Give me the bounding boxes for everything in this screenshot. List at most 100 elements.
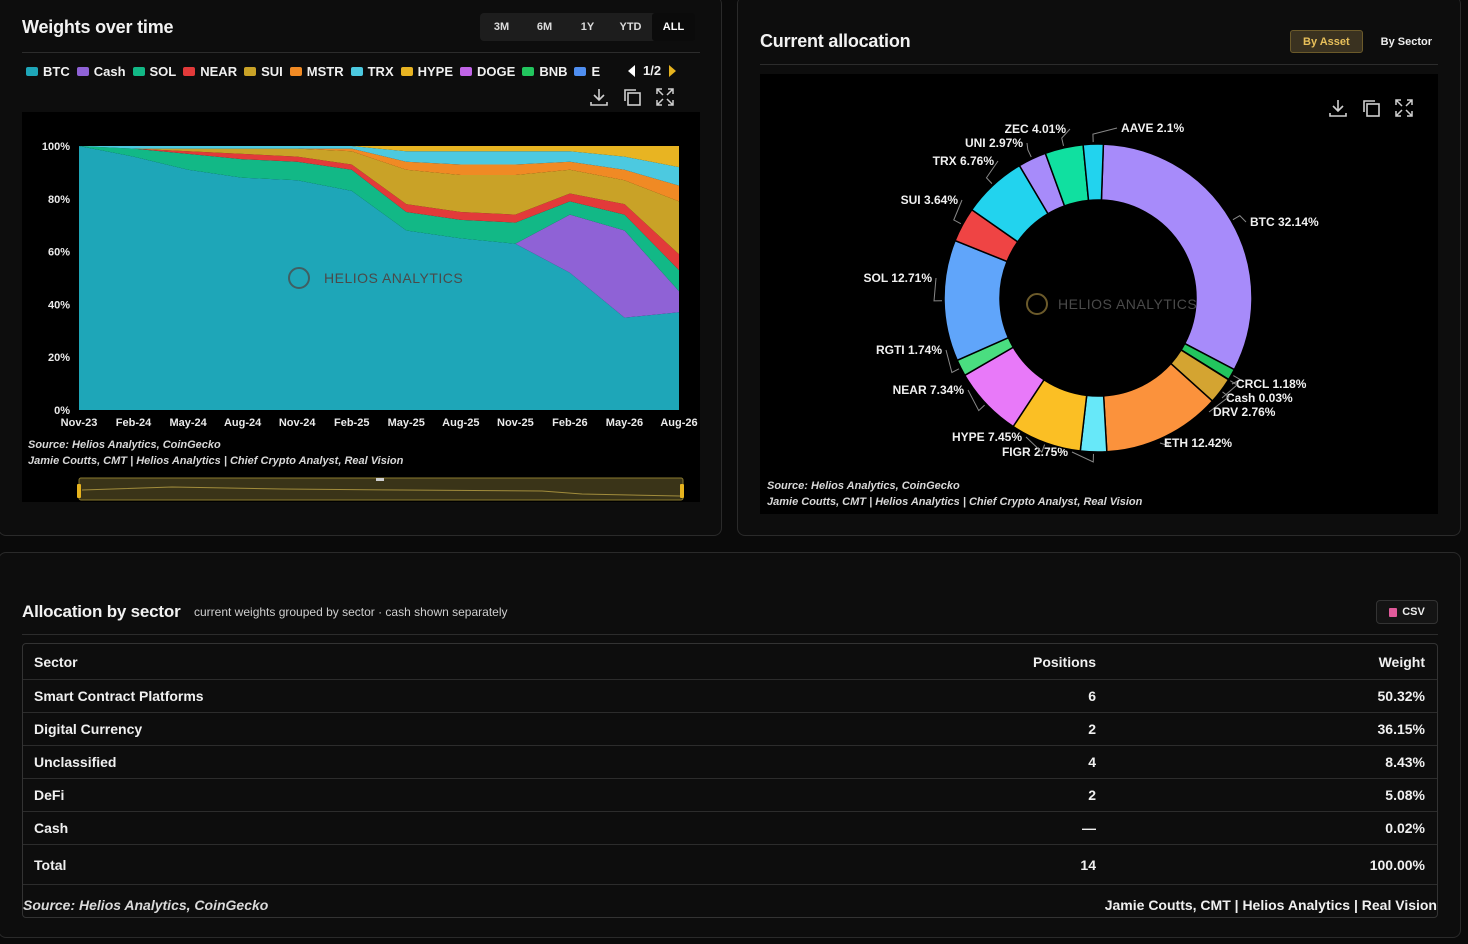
download-icon[interactable] bbox=[588, 86, 610, 108]
area-series-mstr[interactable] bbox=[79, 146, 679, 202]
legend-item-btc[interactable]: BTC bbox=[26, 64, 70, 79]
y-tick-label: 100% bbox=[42, 141, 70, 153]
column-header-positions[interactable]: Positions bbox=[1032, 653, 1096, 670]
range-selector: 3M 6M 1Y YTD ALL bbox=[480, 13, 695, 41]
cell-sector: DeFi bbox=[34, 787, 65, 803]
slice-label-crcl: CRCL 1.18% bbox=[1236, 377, 1307, 391]
leader-line bbox=[1061, 128, 1071, 146]
slider-handle-left[interactable] bbox=[77, 484, 81, 498]
divider bbox=[22, 52, 700, 53]
legend-label: DOGE bbox=[477, 64, 516, 79]
legend-item-sui[interactable]: SUI bbox=[244, 64, 283, 79]
weights-credit: Jamie Coutts, CMT | Helios Analytics | C… bbox=[28, 455, 404, 467]
legend-item-e[interactable]: E bbox=[574, 64, 600, 79]
donut-slice-aave[interactable] bbox=[1082, 143, 1105, 202]
by-sector-button[interactable]: By Sector bbox=[1380, 35, 1433, 48]
legend-swatch bbox=[460, 67, 473, 76]
x-tick-label: Nov-25 bbox=[497, 417, 534, 429]
fullscreen-icon[interactable] bbox=[654, 86, 676, 108]
watermark-logo-icon bbox=[1026, 293, 1048, 315]
slice-label-cash: Cash 0.03% bbox=[1226, 391, 1293, 405]
area-series-trx[interactable] bbox=[79, 146, 679, 186]
cell-sector: Unclassified bbox=[34, 754, 117, 770]
legend-swatch bbox=[76, 67, 89, 76]
watermark: HELIOS ANALYTICS bbox=[324, 270, 463, 286]
legend-label: HYPE bbox=[417, 64, 454, 79]
column-header-weight[interactable]: Weight bbox=[1378, 653, 1425, 670]
sector-source: Source: Helios Analytics, CoinGecko bbox=[23, 897, 269, 913]
legend-swatch bbox=[400, 67, 413, 76]
leader-line bbox=[1071, 451, 1094, 463]
leader-line bbox=[1026, 142, 1032, 158]
range-3m-button[interactable]: 3M bbox=[493, 21, 510, 33]
area-series-btc[interactable] bbox=[79, 146, 679, 410]
weights-area-chart[interactable]: 100% 80% 60% 40% 20% 0%Nov-23 Feb-24 May-24 Aug-… bbox=[22, 112, 700, 502]
x-tick-label: Nov-24 bbox=[279, 417, 317, 429]
copy-icon[interactable] bbox=[621, 86, 643, 108]
legend-item-bnb[interactable]: BNB bbox=[522, 64, 567, 79]
leader-line bbox=[1092, 127, 1118, 143]
x-tick-label: May-26 bbox=[606, 417, 643, 429]
range-ytd-button[interactable]: YTD bbox=[619, 21, 642, 33]
leader-line bbox=[1208, 391, 1230, 413]
legend-swatch bbox=[244, 67, 257, 76]
legend-label: Cash bbox=[93, 64, 126, 79]
divider bbox=[760, 64, 1438, 65]
by-asset-button[interactable]: By Asset bbox=[1290, 30, 1363, 53]
cell-positions: 2 bbox=[1088, 787, 1096, 803]
range-all-button[interactable]: ALL bbox=[652, 13, 695, 41]
legend-item-mstr[interactable]: MSTR bbox=[289, 64, 344, 79]
fullscreen-icon[interactable] bbox=[1393, 97, 1415, 119]
table-header-row: Sector Positions Weight bbox=[23, 644, 1437, 680]
allocation-title: Current allocation bbox=[760, 31, 911, 51]
x-tick-label: Feb-24 bbox=[116, 417, 152, 429]
cell-weight: 50.32% bbox=[1377, 688, 1425, 704]
slice-label-hype: HYPE 7.45% bbox=[952, 430, 1022, 444]
legend-prev-icon[interactable] bbox=[628, 64, 635, 77]
copy-icon[interactable] bbox=[1360, 97, 1382, 119]
slice-label-drv: DRV 2.76% bbox=[1213, 405, 1276, 419]
range-slider[interactable] bbox=[78, 477, 684, 501]
legend-item-doge[interactable]: DOGE bbox=[460, 64, 515, 79]
legend-swatch bbox=[574, 67, 587, 76]
allocation-source: Source: Helios Analytics, CoinGecko bbox=[767, 480, 960, 492]
download-icon[interactable] bbox=[1327, 97, 1349, 119]
area-series-hype[interactable] bbox=[79, 146, 679, 168]
slider-handle-right[interactable] bbox=[680, 484, 684, 498]
legend-item-trx[interactable]: TRX bbox=[350, 64, 394, 79]
legend-swatch bbox=[350, 67, 363, 76]
legend-item-near[interactable]: NEAR bbox=[183, 64, 237, 79]
table-total-row: Total 14 100.00% bbox=[23, 845, 1437, 885]
legend-next-icon[interactable] bbox=[669, 64, 677, 77]
donut-slice-btc[interactable] bbox=[1100, 143, 1253, 371]
csv-label: CSV bbox=[1402, 606, 1425, 618]
area-series-cash[interactable] bbox=[79, 146, 679, 318]
slider-grip-icon[interactable] bbox=[376, 478, 384, 481]
area-series-sui[interactable] bbox=[79, 146, 679, 255]
range-6m-button[interactable]: 6M bbox=[536, 21, 553, 33]
cell-weight: 36.15% bbox=[1377, 721, 1425, 737]
cell-sector: Smart Contract Platforms bbox=[34, 688, 204, 704]
legend-item-hype[interactable]: HYPE bbox=[400, 64, 454, 79]
cell-weight: 0.02% bbox=[1385, 820, 1425, 836]
csv-export-button[interactable]: CSV bbox=[1376, 600, 1438, 624]
allocation-credit: Jamie Coutts, CMT | Helios Analytics | C… bbox=[767, 496, 1143, 508]
slice-label-zec: ZEC 4.01% bbox=[1005, 122, 1067, 136]
range-1y-button[interactable]: 1Y bbox=[580, 21, 595, 33]
legend-page-label: 1/2 bbox=[643, 63, 662, 78]
cell-weight: 5.08% bbox=[1385, 787, 1425, 803]
slice-label-figr: FIGR 2.75% bbox=[1002, 445, 1068, 459]
area-series-sol[interactable] bbox=[79, 146, 679, 292]
y-tick-label: 20% bbox=[48, 352, 70, 364]
slice-label-eth: ETH 12.42% bbox=[1164, 436, 1232, 450]
column-header-sector[interactable]: Sector bbox=[34, 653, 78, 670]
slice-label-near: NEAR 7.34% bbox=[893, 383, 965, 397]
legend-item-sol[interactable]: SOL bbox=[132, 64, 176, 79]
allocation-toggle: By Asset By Sector bbox=[1290, 30, 1444, 53]
legend-item-cash[interactable]: Cash bbox=[76, 64, 126, 79]
x-tick-label: May-25 bbox=[388, 417, 425, 429]
legend-swatch bbox=[522, 67, 535, 76]
allocation-donut-chart[interactable]: BTC 32.14% CRCL 1.18%Cash 0.03%DRV 2.76% E… bbox=[760, 74, 1438, 514]
leader-line bbox=[1025, 436, 1046, 453]
slice-label-sol: SOL 12.71% bbox=[864, 271, 933, 285]
